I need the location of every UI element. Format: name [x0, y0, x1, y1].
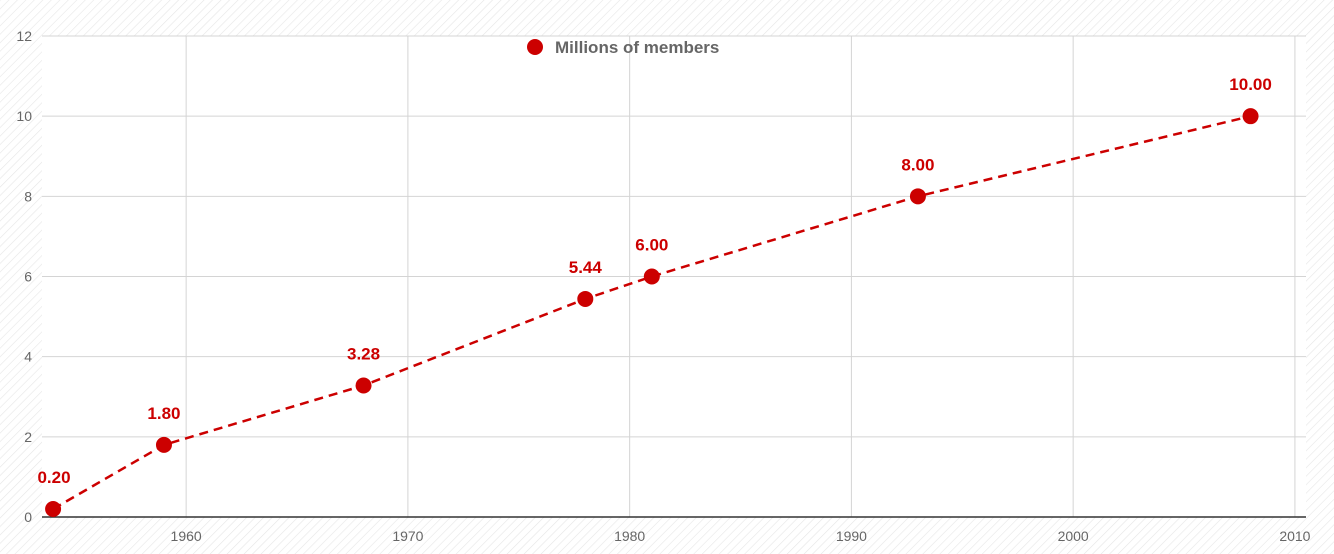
- gridlines: [42, 35, 1306, 517]
- data-label: 10.00: [1229, 75, 1272, 94]
- y-tick-label: 12: [16, 28, 32, 44]
- data-label: 8.00: [901, 155, 934, 174]
- x-tick-label: 1990: [836, 528, 867, 544]
- y-tick-label: 0: [24, 509, 32, 525]
- y-tick-label: 4: [24, 349, 32, 365]
- data-label: 5.44: [569, 258, 603, 277]
- data-point[interactable]: [1242, 108, 1259, 125]
- legend-marker: [527, 39, 543, 55]
- series-group: [45, 108, 1259, 517]
- axes: 0 2 4 6 8 10 12 1960 1970 1980 1990 2000 2010: [16, 28, 1310, 544]
- y-tick-label: 10: [16, 108, 32, 124]
- data-point[interactable]: [355, 377, 372, 394]
- x-tick-label: 1960: [171, 528, 202, 544]
- legend-label: Millions of members: [555, 38, 719, 57]
- data-point[interactable]: [155, 436, 172, 453]
- data-point[interactable]: [909, 188, 926, 205]
- x-tick-label: 1980: [614, 528, 645, 544]
- data-label: 0.20: [37, 468, 70, 487]
- data-point[interactable]: [643, 268, 660, 285]
- x-tick-label: 1970: [392, 528, 423, 544]
- y-tick-label: 8: [24, 188, 32, 204]
- data-labels: 0.20 1.80 3.28 5.44 6.00 8.00 10.00: [37, 75, 1271, 487]
- data-point[interactable]: [45, 500, 62, 517]
- y-tick-label: 6: [24, 269, 32, 285]
- x-tick-label: 2010: [1279, 528, 1310, 544]
- y-tick-label: 2: [24, 429, 32, 445]
- data-label: 6.00: [635, 236, 668, 255]
- x-tick-label: 2000: [1058, 528, 1089, 544]
- data-label: 3.28: [347, 345, 380, 364]
- data-label: 1.80: [147, 404, 180, 423]
- legend[interactable]: Millions of members: [527, 38, 719, 57]
- data-point[interactable]: [577, 290, 594, 307]
